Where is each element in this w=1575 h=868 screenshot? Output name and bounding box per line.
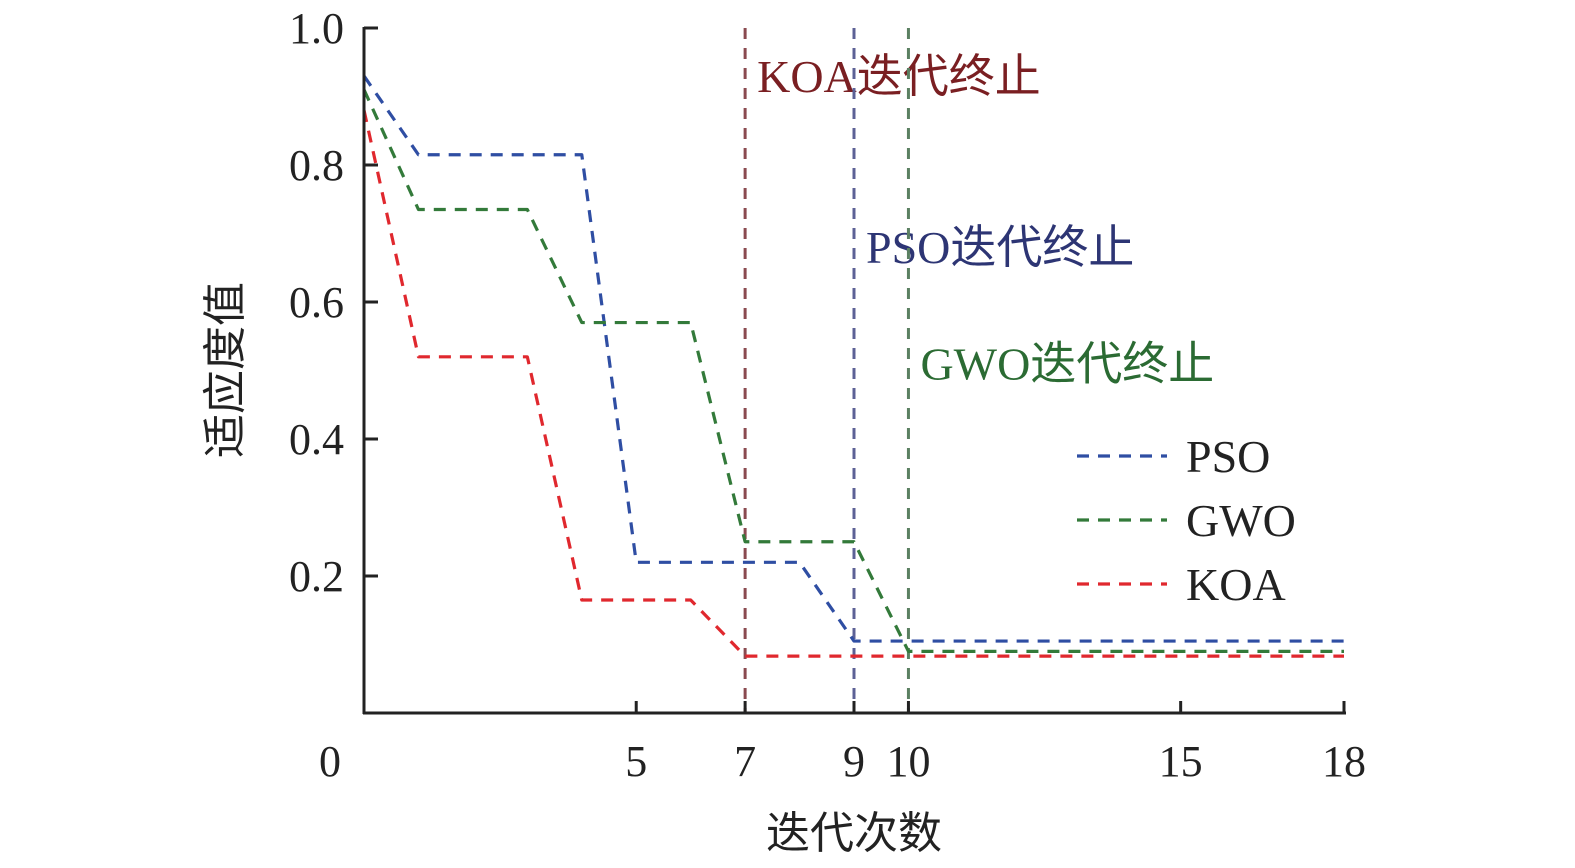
termination-label: GWO迭代终止: [920, 339, 1214, 390]
x-tick-label: 0: [319, 737, 341, 786]
series-line-koa: [362, 109, 1344, 658]
x-tick-label: 7: [734, 737, 756, 786]
x-tick-label: 9: [843, 737, 865, 786]
series-line-gwo: [362, 88, 1344, 653]
termination-label: KOA迭代终止: [757, 51, 1041, 102]
legend-label: GWO: [1186, 495, 1296, 546]
x-tick-label: 18: [1322, 737, 1366, 786]
termination-label: PSO迭代终止: [866, 222, 1134, 273]
ticks: 0 5 7 9 10 15 18 0.2 0.4 0.6 0.8 1.0: [289, 4, 1366, 786]
series-lines: [362, 75, 1344, 658]
x-axis-label: 迭代次数: [766, 809, 942, 858]
y-tick-label: 0.4: [289, 415, 344, 464]
y-tick-label: 0.8: [289, 141, 344, 190]
y-tick-label: 1.0: [289, 4, 344, 53]
x-tick-label: 15: [1159, 737, 1203, 786]
y-tick-label: 0.2: [289, 552, 344, 601]
legend-label: KOA: [1186, 559, 1286, 610]
termination-annotations: KOA迭代终止 PSO迭代终止 GWO迭代终止: [743, 28, 1214, 713]
series-line-pso: [362, 75, 1344, 643]
legend-label: PSO: [1186, 431, 1270, 482]
x-tick-label: 5: [625, 737, 647, 786]
y-tick-label: 0.6: [289, 278, 344, 327]
x-tick-label: 10: [886, 737, 930, 786]
y-axis-label: 适应度值: [201, 282, 250, 458]
legend: PSO GWO KOA: [1077, 431, 1296, 610]
